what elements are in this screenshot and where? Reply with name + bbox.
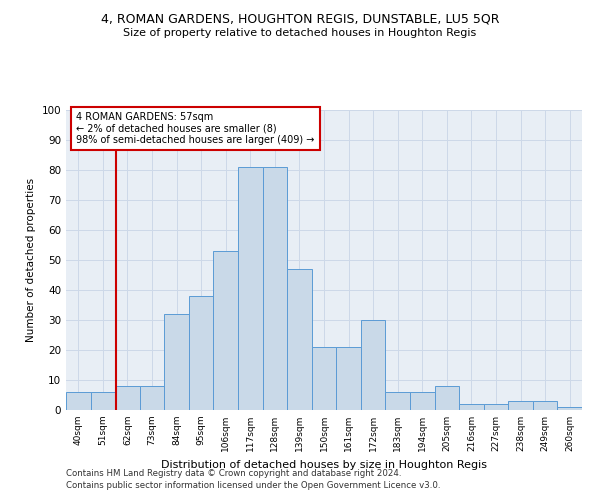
Bar — [459, 404, 484, 410]
Bar — [189, 296, 214, 410]
Bar — [410, 392, 434, 410]
Bar — [434, 386, 459, 410]
Bar — [508, 401, 533, 410]
Bar — [336, 347, 361, 410]
Text: Size of property relative to detached houses in Houghton Regis: Size of property relative to detached ho… — [124, 28, 476, 38]
X-axis label: Distribution of detached houses by size in Houghton Regis: Distribution of detached houses by size … — [161, 460, 487, 469]
Text: Contains HM Land Registry data © Crown copyright and database right 2024.: Contains HM Land Registry data © Crown c… — [66, 468, 401, 477]
Bar — [214, 251, 238, 410]
Text: 4 ROMAN GARDENS: 57sqm
← 2% of detached houses are smaller (8)
98% of semi-detac: 4 ROMAN GARDENS: 57sqm ← 2% of detached … — [76, 112, 314, 144]
Bar — [312, 347, 336, 410]
Bar — [140, 386, 164, 410]
Bar — [66, 392, 91, 410]
Bar — [164, 314, 189, 410]
Bar — [238, 167, 263, 410]
Bar — [533, 401, 557, 410]
Bar — [263, 167, 287, 410]
Y-axis label: Number of detached properties: Number of detached properties — [26, 178, 36, 342]
Bar — [361, 320, 385, 410]
Bar — [385, 392, 410, 410]
Bar — [91, 392, 115, 410]
Bar — [557, 407, 582, 410]
Text: 4, ROMAN GARDENS, HOUGHTON REGIS, DUNSTABLE, LU5 5QR: 4, ROMAN GARDENS, HOUGHTON REGIS, DUNSTA… — [101, 12, 499, 26]
Bar — [287, 269, 312, 410]
Text: Contains public sector information licensed under the Open Government Licence v3: Contains public sector information licen… — [66, 481, 440, 490]
Bar — [115, 386, 140, 410]
Bar — [484, 404, 508, 410]
